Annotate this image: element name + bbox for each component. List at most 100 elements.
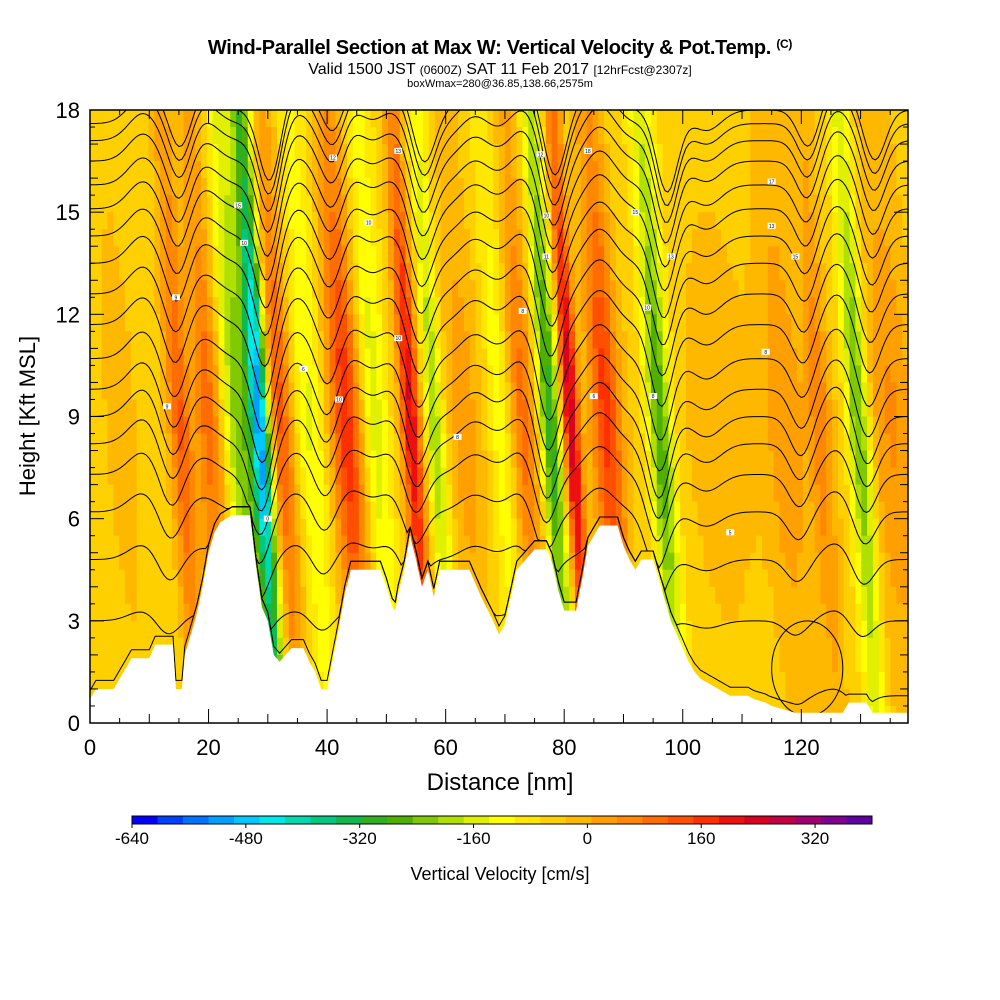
- velocity-cell: [288, 620, 296, 639]
- velocity-cell: [721, 671, 728, 690]
- velocity-cell: [650, 297, 658, 315]
- velocity-cell: [352, 433, 360, 452]
- velocity-cell: [785, 654, 792, 673]
- velocity-cell: [312, 110, 319, 128]
- velocity-cell: [493, 246, 500, 264]
- velocity-cell: [236, 263, 243, 281]
- velocity-cell: [428, 263, 436, 281]
- velocity-cell: [282, 467, 290, 486]
- velocity-cell: [119, 654, 126, 673]
- velocity-cell: [779, 144, 786, 162]
- velocity-cell: [475, 501, 483, 520]
- velocity-cell: [487, 552, 494, 571]
- velocity-cell: [364, 297, 372, 315]
- velocity-cell: [341, 433, 348, 452]
- velocity-cell: [475, 433, 483, 452]
- velocity-cell: [241, 450, 249, 469]
- velocity-cell: [382, 314, 389, 332]
- velocity-cell: [446, 450, 453, 469]
- velocity-cell: [142, 501, 150, 520]
- velocity-cell: [884, 144, 892, 162]
- velocity-cell: [610, 382, 617, 401]
- velocity-cell: [370, 450, 377, 469]
- velocity-cell: [411, 348, 418, 367]
- velocity-cell: [329, 280, 336, 298]
- velocity-cell: [615, 348, 623, 367]
- velocity-cell: [282, 365, 290, 384]
- velocity-cell: [528, 127, 535, 145]
- velocity-cell: [417, 314, 424, 332]
- velocity-cell: [756, 450, 763, 469]
- velocity-cell: [767, 620, 775, 639]
- velocity-cell: [691, 161, 699, 179]
- velocity-cell: [627, 161, 634, 179]
- velocity-cell: [212, 246, 220, 264]
- velocity-cell: [300, 110, 307, 128]
- velocity-cell: [440, 212, 448, 230]
- velocity-cell: [785, 314, 792, 332]
- velocity-cell: [785, 603, 792, 622]
- velocity-cell: [440, 297, 448, 315]
- velocity-cell: [796, 246, 804, 264]
- velocity-cell: [715, 178, 722, 196]
- velocity-cell: [691, 314, 699, 332]
- velocity-cell: [370, 382, 377, 401]
- velocity-cell: [861, 195, 868, 213]
- velocity-cell: [306, 144, 313, 162]
- velocity-cell: [423, 450, 430, 469]
- velocity-cell: [288, 501, 296, 520]
- velocity-cell: [352, 467, 360, 486]
- velocity-cell: [481, 178, 488, 196]
- velocity-cell: [306, 518, 313, 537]
- velocity-cell: [475, 144, 483, 162]
- velocity-cell: [750, 535, 757, 554]
- velocity-cell: [732, 161, 740, 179]
- velocity-cell: [726, 399, 734, 418]
- velocity-cell: [656, 569, 664, 588]
- velocity-cell: [265, 127, 272, 145]
- velocity-cell: [855, 365, 862, 384]
- velocity-cell: [878, 535, 886, 554]
- velocity-cell: [645, 110, 652, 128]
- velocity-cell: [119, 450, 126, 469]
- velocity-cell: [738, 603, 745, 622]
- velocity-cell: [271, 603, 278, 622]
- velocity-cell: [142, 144, 150, 162]
- velocity-cell: [610, 212, 617, 230]
- velocity-cell: [417, 144, 424, 162]
- velocity-cell: [855, 331, 862, 349]
- velocity-cell: [604, 331, 611, 349]
- velocity-cell: [195, 348, 202, 367]
- velocity-cell: [288, 518, 296, 537]
- velocity-cell: [691, 178, 699, 196]
- velocity-cell: [674, 416, 681, 435]
- velocity-cell: [206, 382, 214, 401]
- velocity-cell: [668, 144, 675, 162]
- velocity-cell: [703, 518, 710, 537]
- velocity-cell: [119, 637, 126, 656]
- velocity-cell: [236, 501, 243, 520]
- velocity-cell: [750, 263, 757, 281]
- velocity-cell: [125, 348, 132, 367]
- velocity-cell: [592, 297, 599, 315]
- velocity-cell: [703, 450, 710, 469]
- velocity-cell: [761, 637, 769, 656]
- velocity-cell: [837, 161, 845, 179]
- velocity-cell: [878, 365, 886, 384]
- velocity-cell: [405, 399, 412, 418]
- velocity-cell: [212, 433, 220, 452]
- velocity-cell: [791, 399, 798, 418]
- velocity-cell: [294, 450, 301, 469]
- velocity-cell: [452, 212, 459, 230]
- velocity-cell: [142, 467, 150, 486]
- velocity-cell: [387, 433, 395, 452]
- velocity-cell: [195, 552, 202, 571]
- velocity-cell: [785, 297, 792, 315]
- velocity-cell: [224, 467, 231, 486]
- velocity-cell: [136, 569, 144, 588]
- velocity-cell: [154, 229, 161, 247]
- velocity-cell: [393, 450, 401, 469]
- velocity-cell: [510, 552, 518, 571]
- velocity-cell: [347, 535, 354, 554]
- velocity-cell: [516, 552, 523, 571]
